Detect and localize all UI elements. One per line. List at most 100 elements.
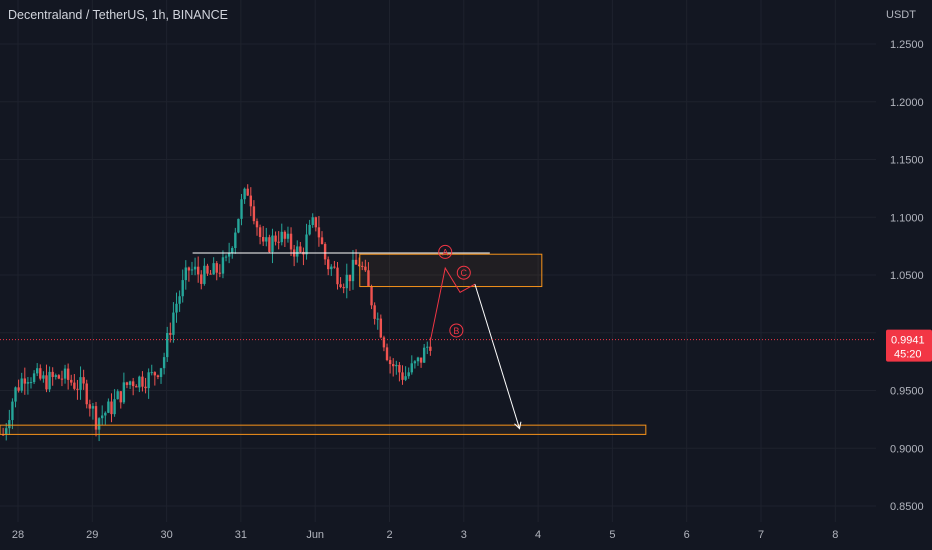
- candle-up: [311, 217, 314, 225]
- candle-down: [398, 364, 401, 373]
- price-tick-label: 1.2500: [890, 39, 924, 51]
- candle-down: [249, 195, 253, 207]
- candle-up: [280, 231, 283, 243]
- candle-down: [289, 233, 293, 250]
- candle-down: [299, 246, 302, 252]
- price-tag-box: [886, 329, 932, 362]
- time-axis[interactable]: 28 29 30 31 Jun 2 3 4 5 6 7 8: [12, 529, 838, 541]
- candle-down: [57, 375, 61, 379]
- candle-up: [190, 269, 194, 271]
- candle-down: [51, 371, 54, 377]
- candle-up: [8, 420, 11, 429]
- candle-down: [17, 387, 20, 391]
- supply-zone-box: [359, 253, 543, 288]
- candle-up: [175, 303, 178, 313]
- time-tick-label: 6: [684, 529, 690, 541]
- candle-down: [73, 382, 76, 389]
- candle-down: [379, 318, 383, 338]
- candle-up: [407, 372, 410, 377]
- candle-down: [373, 305, 376, 319]
- candle-up: [178, 296, 181, 304]
- candle-up: [172, 312, 175, 335]
- candle-up: [376, 318, 379, 320]
- price-tick-label: 1.1000: [890, 212, 924, 224]
- price-axis[interactable]: USDT 1.2500 1.2000 1.1500 1.1000 1.0500 0.9500…: [886, 9, 924, 513]
- price-tick-label: 1.2000: [890, 97, 924, 109]
- candle-up: [138, 376, 141, 388]
- candle-down: [218, 272, 222, 274]
- price-tick-label: 1.1500: [890, 155, 924, 167]
- candle-down: [339, 284, 342, 288]
- candle-up: [11, 401, 14, 421]
- candle-up: [91, 406, 95, 409]
- candle-down: [131, 381, 135, 387]
- candle-down: [200, 274, 203, 284]
- wave-label-circle: [456, 265, 471, 280]
- candle-up: [150, 372, 153, 374]
- candle-up: [97, 418, 101, 430]
- candle-down: [274, 235, 277, 242]
- candle-up: [29, 382, 33, 384]
- time-tick-label: 2: [386, 529, 392, 541]
- candle-up: [14, 387, 17, 402]
- price-tick-label: 0.8500: [890, 501, 924, 513]
- candle-up: [181, 280, 184, 297]
- candle-up: [162, 357, 166, 369]
- candle-down: [261, 237, 265, 242]
- candle-down: [327, 259, 330, 270]
- candle-up: [147, 372, 150, 389]
- candle-up: [243, 188, 246, 200]
- candle-down: [258, 227, 262, 238]
- candle-down: [187, 267, 191, 271]
- candle-up: [422, 347, 426, 363]
- candle-down: [209, 273, 212, 275]
- candle-up: [345, 274, 348, 289]
- candle-up: [5, 428, 8, 435]
- wave-label-b: B: [449, 323, 464, 338]
- current-price-tag: 0.9941 45:20: [886, 329, 932, 362]
- candle-up: [193, 266, 197, 270]
- candle-up: [107, 401, 110, 413]
- candle-down: [119, 391, 122, 403]
- candle-up: [184, 267, 187, 281]
- candle-down: [85, 383, 88, 405]
- candle-up: [308, 224, 311, 235]
- candle-up: [166, 332, 169, 358]
- time-tick-label: 5: [609, 529, 615, 541]
- candle-down: [196, 266, 200, 275]
- price-tick-label: 1.0500: [890, 270, 924, 282]
- price-tick-label: 0.9500: [890, 386, 924, 398]
- candle-up: [224, 256, 228, 258]
- candle-down: [246, 188, 249, 196]
- candle-down: [23, 378, 27, 384]
- axis-currency-label: USDT: [886, 9, 916, 21]
- candle-down: [156, 375, 160, 377]
- candle-down: [45, 375, 48, 390]
- candle-down: [382, 337, 386, 348]
- candle-up: [101, 415, 104, 419]
- candle-up: [20, 378, 23, 391]
- candle-down: [252, 206, 256, 222]
- wave-label-text: B: [453, 326, 459, 336]
- candle-down: [354, 259, 358, 265]
- candle-up: [413, 361, 417, 364]
- candle-down: [277, 241, 280, 243]
- candle-down: [255, 221, 259, 228]
- candle-down: [153, 372, 157, 376]
- time-tick-label: 31: [235, 529, 247, 541]
- candle-down: [429, 346, 432, 351]
- time-tick-label: 7: [758, 529, 764, 541]
- time-tick-label: Jun: [306, 529, 324, 541]
- candle-down: [361, 265, 364, 267]
- candle-down: [82, 377, 85, 384]
- time-tick-label: 29: [86, 529, 98, 541]
- candle-down: [206, 265, 209, 274]
- candle-down: [76, 388, 79, 390]
- candle-up: [212, 263, 215, 275]
- target-arrow-head: [514, 421, 522, 430]
- price-tag-value: 0.9941: [891, 335, 925, 347]
- candle-up: [104, 412, 107, 416]
- candle-down: [385, 347, 389, 361]
- time-tick-label: 30: [160, 529, 172, 541]
